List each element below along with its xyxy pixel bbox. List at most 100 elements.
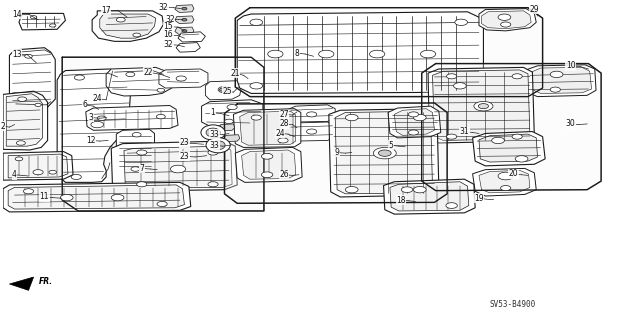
Polygon shape (479, 134, 538, 162)
Polygon shape (3, 182, 191, 212)
Text: 3: 3 (88, 113, 93, 122)
Polygon shape (8, 154, 68, 178)
Circle shape (319, 50, 334, 58)
Polygon shape (57, 69, 131, 182)
Circle shape (474, 101, 493, 111)
Polygon shape (526, 65, 596, 97)
Text: 14: 14 (12, 10, 22, 19)
Ellipse shape (211, 141, 225, 150)
Circle shape (133, 33, 141, 37)
Polygon shape (19, 13, 65, 30)
Polygon shape (3, 152, 73, 180)
Circle shape (447, 74, 457, 79)
Circle shape (17, 141, 26, 145)
Polygon shape (335, 111, 433, 194)
Polygon shape (240, 111, 296, 145)
Polygon shape (481, 11, 531, 29)
Polygon shape (8, 185, 184, 209)
Text: 7: 7 (140, 164, 144, 173)
Text: FR.: FR. (38, 277, 53, 286)
Circle shape (25, 54, 33, 58)
Text: 25: 25 (222, 87, 232, 96)
Polygon shape (106, 67, 173, 96)
Text: 6: 6 (82, 100, 87, 109)
Circle shape (261, 172, 273, 178)
Text: 2: 2 (1, 122, 6, 131)
Polygon shape (202, 100, 262, 126)
Circle shape (182, 7, 187, 10)
Polygon shape (394, 109, 435, 135)
Polygon shape (159, 69, 208, 88)
Circle shape (218, 86, 231, 93)
Circle shape (346, 187, 358, 193)
Circle shape (408, 130, 419, 135)
Circle shape (278, 138, 288, 143)
Text: 23: 23 (180, 138, 189, 147)
Ellipse shape (206, 128, 220, 137)
Polygon shape (472, 131, 545, 166)
Polygon shape (219, 124, 235, 131)
Circle shape (401, 187, 413, 193)
Circle shape (268, 50, 283, 58)
Ellipse shape (206, 137, 230, 153)
Text: 12: 12 (86, 136, 95, 145)
Circle shape (492, 137, 504, 144)
Circle shape (182, 30, 187, 32)
Polygon shape (479, 9, 536, 31)
Circle shape (346, 115, 358, 121)
Circle shape (413, 115, 426, 121)
Circle shape (515, 156, 528, 162)
Text: 5: 5 (388, 141, 394, 150)
Circle shape (227, 105, 237, 110)
Text: 16: 16 (164, 31, 173, 40)
Circle shape (512, 74, 522, 79)
Polygon shape (383, 179, 475, 214)
Circle shape (60, 195, 73, 201)
Circle shape (454, 83, 467, 89)
Circle shape (413, 187, 426, 193)
Circle shape (132, 132, 141, 137)
Circle shape (420, 50, 436, 58)
Circle shape (261, 153, 273, 159)
Text: 32: 32 (164, 40, 173, 49)
Circle shape (220, 88, 226, 91)
Circle shape (24, 189, 34, 194)
Text: 10: 10 (566, 61, 575, 70)
Text: 17: 17 (101, 6, 111, 15)
Circle shape (550, 71, 563, 78)
Circle shape (74, 75, 84, 80)
Circle shape (550, 87, 561, 92)
Circle shape (15, 157, 23, 161)
Text: 33: 33 (209, 141, 219, 150)
Polygon shape (288, 105, 335, 122)
Circle shape (71, 174, 81, 180)
Text: 33: 33 (209, 130, 219, 138)
Circle shape (116, 18, 125, 22)
Polygon shape (86, 106, 178, 130)
Text: 22: 22 (143, 68, 153, 77)
Polygon shape (178, 32, 205, 42)
Circle shape (176, 76, 186, 81)
Polygon shape (531, 67, 591, 93)
Circle shape (157, 201, 167, 206)
Text: 23: 23 (180, 152, 189, 161)
Polygon shape (116, 129, 154, 173)
Text: 1: 1 (211, 108, 216, 117)
Circle shape (373, 147, 396, 159)
Polygon shape (10, 48, 55, 110)
Circle shape (498, 14, 511, 20)
Text: 30: 30 (566, 119, 575, 129)
Circle shape (250, 83, 262, 89)
Polygon shape (124, 146, 232, 188)
Text: 24: 24 (92, 94, 102, 103)
Text: 18: 18 (396, 196, 406, 205)
Circle shape (97, 116, 106, 121)
Circle shape (182, 19, 187, 21)
Polygon shape (234, 109, 301, 147)
Text: 9: 9 (335, 148, 340, 157)
Circle shape (455, 19, 468, 26)
Polygon shape (236, 8, 543, 97)
Polygon shape (433, 70, 530, 140)
Circle shape (225, 119, 234, 123)
Text: 28: 28 (280, 119, 289, 129)
